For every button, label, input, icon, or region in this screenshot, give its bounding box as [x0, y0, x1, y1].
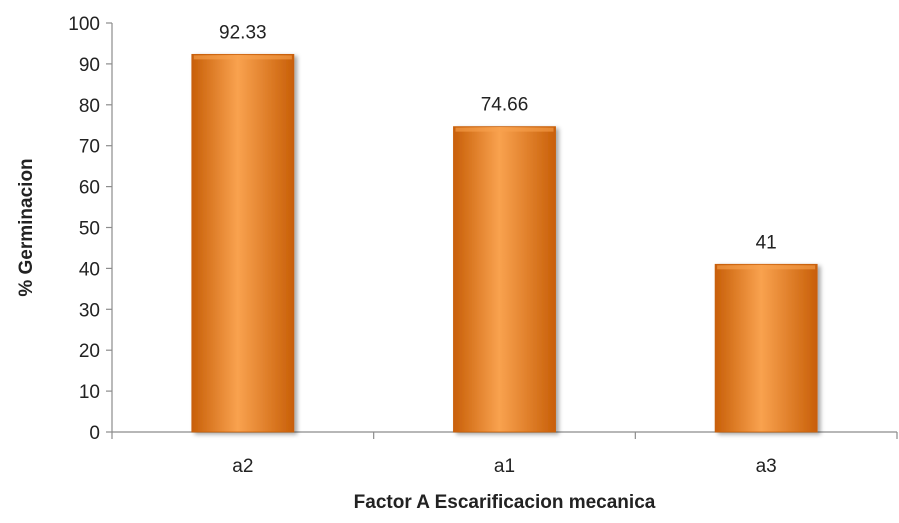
- bar-highlight: [193, 55, 292, 60]
- y-tick-label: 10: [79, 382, 100, 403]
- y-tick-label: 40: [79, 259, 100, 280]
- bar-highlight: [455, 127, 554, 132]
- data-label-a1: 74.66: [481, 95, 529, 116]
- bars: 92.33 74.66 41: [191, 22, 818, 433]
- y-tick-label: 50: [79, 219, 100, 240]
- bar-a1: [453, 126, 556, 433]
- y-tick-label: 20: [79, 341, 100, 362]
- x-axis: a2 a1 a3: [111, 431, 898, 477]
- y-tick-label: 90: [79, 55, 100, 76]
- data-label-a2: 92.33: [219, 22, 267, 43]
- x-tick-label-a1: a1: [494, 456, 515, 477]
- bar-a3: [714, 263, 818, 433]
- y-axis: 0 10 20 30 40 50 60 70 80 90 100: [68, 14, 113, 444]
- y-tick-label: 70: [79, 137, 100, 158]
- y-tick-label: 60: [79, 178, 100, 199]
- x-tick-label-a3: a3: [756, 456, 777, 477]
- x-axis-title: Factor A Escarificacion mecanica: [354, 492, 656, 513]
- data-label-a3: 41: [756, 232, 777, 253]
- y-tick-label: 80: [79, 96, 100, 117]
- y-axis-title: % Germinacion: [16, 158, 37, 296]
- y-tick-label: 100: [68, 14, 100, 35]
- bar-highlight: [717, 265, 816, 270]
- y-tick-label: 30: [79, 300, 100, 321]
- bar-a2: [191, 53, 295, 433]
- y-tick-label: 0: [89, 423, 100, 444]
- x-tick-label-a2: a2: [232, 456, 253, 477]
